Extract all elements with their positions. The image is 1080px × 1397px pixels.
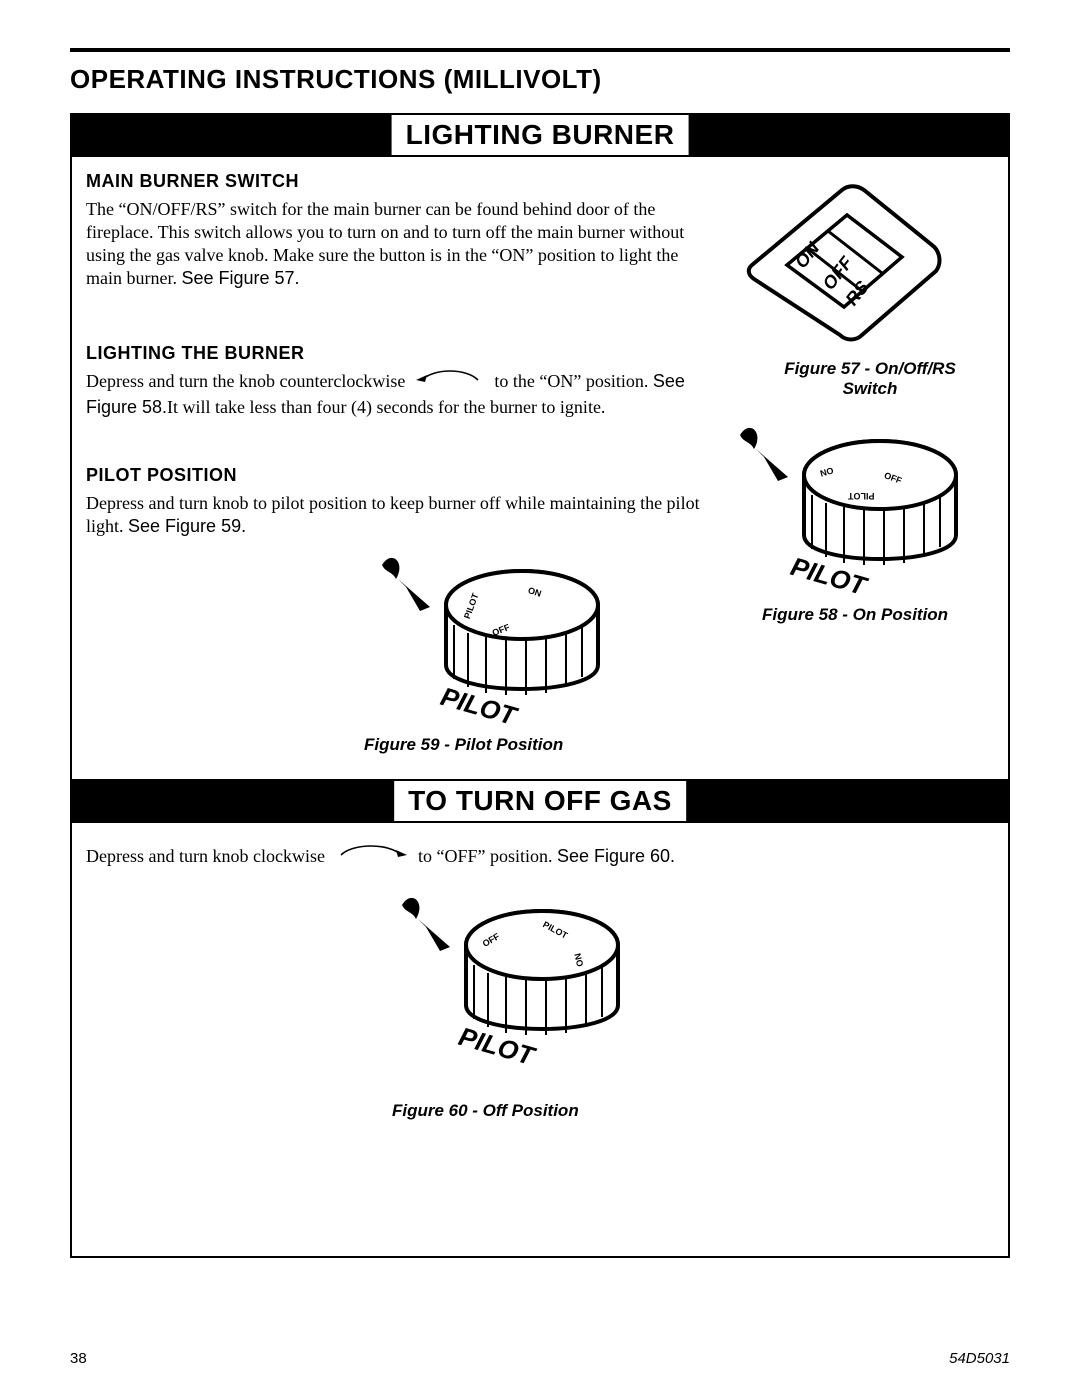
heading-main-burner: MAIN BURNER SWITCH [86, 171, 706, 192]
body-pilot: Depress and turn knob to pilot position … [86, 492, 726, 538]
ccw-arrow-icon [414, 370, 486, 396]
caption-figure-59: Figure 59 - Pilot Position [364, 735, 563, 755]
figure-57: ON OFF RS [732, 175, 972, 345]
heading-lighting-burner: LIGHTING THE BURNER [86, 343, 726, 364]
top-rule [70, 48, 1010, 52]
caption-figure-60: Figure 60 - Off Position [392, 1101, 579, 1121]
body-main-burner: The “ON/OFF/RS” switch for the main burn… [86, 198, 706, 290]
heading-pilot: PILOT POSITION [86, 465, 726, 486]
footer: 38 54D5031 [70, 1350, 1010, 1367]
caption-figure-57: Figure 57 - On/Off/RS Switch [780, 359, 960, 399]
banner-lighting-burner: LIGHTING BURNER [72, 113, 1008, 157]
doc-number: 54D5031 [949, 1350, 1010, 1367]
page-number: 38 [70, 1350, 87, 1367]
body-lighting-burner: Depress and turn the knob counterclockwi… [86, 370, 726, 419]
caption-figure-58: Figure 58 - On Position [762, 605, 948, 625]
section-turnoff: Depress and turn knob clockwise to “OFF”… [86, 845, 786, 871]
section-main-burner: MAIN BURNER SWITCH The “ON/OFF/RS” switc… [86, 171, 706, 290]
section-lighting-burner: LIGHTING THE BURNER Depress and turn the… [86, 343, 726, 419]
section-pilot: PILOT POSITION Depress and turn knob to … [86, 465, 726, 538]
body-turnoff: Depress and turn knob clockwise to “OFF”… [86, 845, 786, 871]
cw-arrow-icon [333, 845, 409, 871]
banner-turn-off: TO TURN OFF GAS [72, 779, 1008, 823]
page-title: OPERATING INSTRUCTIONS (MILLIVOLT) [70, 64, 1010, 95]
knob58-label-pilot: PILOT [848, 491, 875, 501]
content-frame: LIGHTING BURNER MAIN BURNER SWITCH The “… [70, 113, 1010, 1258]
banner-lighting-burner-label: LIGHTING BURNER [392, 115, 689, 155]
banner-turn-off-label: TO TURN OFF GAS [394, 781, 686, 821]
